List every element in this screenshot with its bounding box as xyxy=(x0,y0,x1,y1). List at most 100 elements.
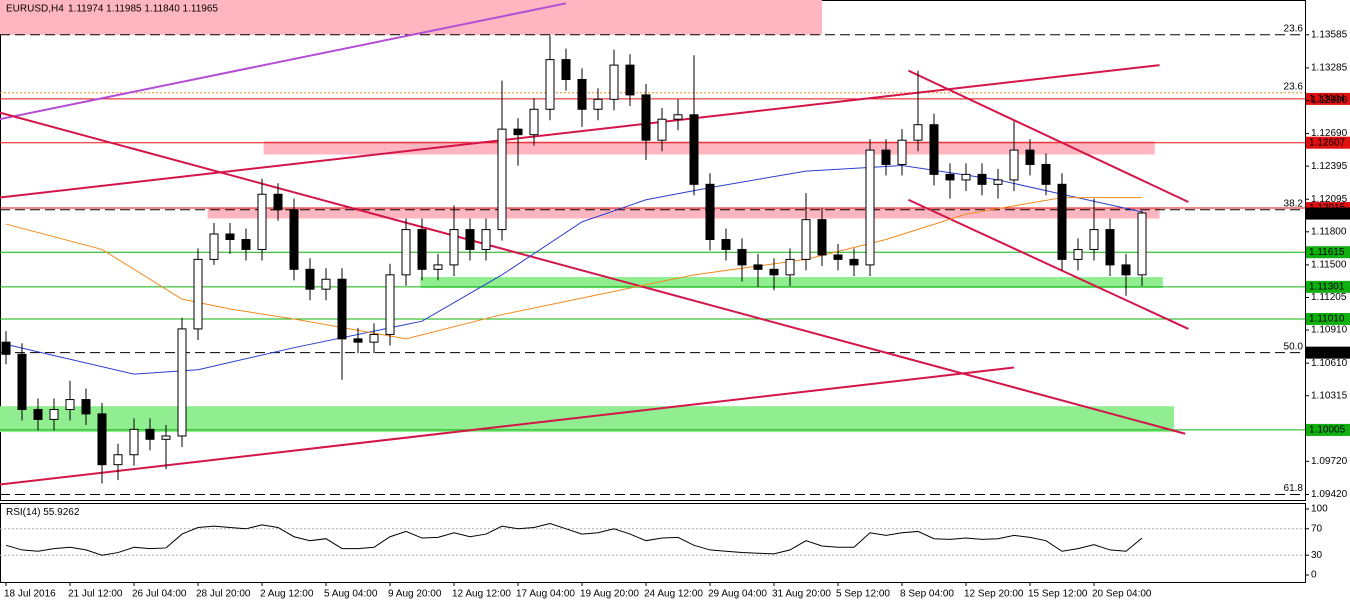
candle-body xyxy=(385,274,395,335)
x-tick-label: 17 Aug 04:00 xyxy=(516,589,575,600)
symbol: EURUSD,H4 xyxy=(6,4,64,15)
candle-body xyxy=(193,258,203,330)
rsi-name: RSI(14) xyxy=(6,507,40,518)
candle-body xyxy=(1089,229,1099,250)
candle-body xyxy=(657,118,667,141)
moving-average xyxy=(5,197,1142,340)
level-box xyxy=(1306,92,1350,105)
zone xyxy=(0,0,822,35)
x-tick-label: 24 Aug 12:00 xyxy=(644,589,703,600)
candle-body xyxy=(881,149,891,165)
candle-body xyxy=(81,399,91,415)
candle-body xyxy=(17,353,27,410)
candle-body xyxy=(1,341,11,355)
trend-line xyxy=(0,64,1160,199)
trend-line xyxy=(0,111,1186,435)
level-label: 1.12607 xyxy=(1309,137,1346,148)
x-tick-label: 18 Jul 2016 xyxy=(4,589,56,600)
level-label: 1.10005 xyxy=(1309,425,1346,436)
level-label: 1.11010 xyxy=(1309,314,1345,325)
fib-label: 23.6 xyxy=(1284,23,1304,34)
zone xyxy=(0,406,1174,433)
candle-body xyxy=(241,239,251,250)
x-tick-label: 21 Jul 12:00 xyxy=(68,589,123,600)
candle-body xyxy=(593,98,603,110)
candle-body xyxy=(865,149,875,266)
x-tick-label: 20 Sep 04:00 xyxy=(1092,589,1152,600)
candle-body xyxy=(1121,264,1131,276)
level-box xyxy=(1306,346,1350,359)
trend-line xyxy=(907,69,1189,203)
x-tick-label: 15 Sep 12:00 xyxy=(1028,589,1088,600)
candle-body xyxy=(257,193,267,250)
y-tick-label: 1.09420 xyxy=(1311,489,1348,500)
candle-body xyxy=(977,173,987,185)
candle-body xyxy=(673,114,683,120)
x-tick-label: 5 Aug 04:00 xyxy=(324,589,378,600)
candle-body xyxy=(433,264,443,270)
zone xyxy=(420,277,1163,289)
fib-label: 23.6 xyxy=(1284,81,1304,92)
rsi-tick-label: 30 xyxy=(1311,550,1323,561)
y-tick-label: 1.11800 xyxy=(1311,226,1347,237)
candle-body xyxy=(561,59,571,80)
candle-body xyxy=(625,64,635,96)
candle-body xyxy=(33,408,43,420)
candle-body xyxy=(913,124,923,141)
y-tick-label: 1.12395 xyxy=(1311,161,1348,172)
level-box xyxy=(1306,312,1350,325)
y-tick-label: 1.10910 xyxy=(1311,325,1348,336)
candle-body xyxy=(897,139,907,165)
candle-body xyxy=(705,183,715,241)
x-tick-label: 8 Sep 04:00 xyxy=(900,589,954,600)
candle-body xyxy=(529,108,539,136)
candle-body xyxy=(305,268,315,290)
x-tick-label: 12 Aug 12:00 xyxy=(452,589,511,600)
y-tick-label: 1.13585 xyxy=(1311,29,1348,40)
candle-body xyxy=(961,173,971,181)
y-tick-label: 1.11500 xyxy=(1311,260,1347,271)
rsi-tick-label: 100 xyxy=(1311,504,1328,515)
candle-body xyxy=(929,124,939,175)
x-tick-label: 5 Sep 12:00 xyxy=(836,589,890,600)
candle-body xyxy=(417,229,427,270)
candle-body xyxy=(401,229,411,276)
candle-body xyxy=(449,229,459,266)
x-tick-label: 9 Aug 20:00 xyxy=(388,589,442,600)
candle-body xyxy=(369,333,379,343)
candle-body xyxy=(1073,248,1083,260)
x-tick-label: 29 Aug 04:00 xyxy=(708,589,767,600)
level-box xyxy=(1306,207,1350,220)
rsi-last: 55.9262 xyxy=(43,507,80,518)
rsi-tick-label: 70 xyxy=(1311,523,1323,534)
candle-body xyxy=(129,428,139,456)
candle-body xyxy=(209,233,219,260)
candle-body xyxy=(465,229,475,250)
fib-label: 38.2 xyxy=(1284,198,1304,209)
candle-body xyxy=(161,435,171,440)
x-tick-label: 2 Aug 12:00 xyxy=(260,589,314,600)
level-box xyxy=(1306,246,1350,259)
x-tick-label: 28 Jul 20:00 xyxy=(196,589,251,600)
x-tick-label: 31 Aug 20:00 xyxy=(772,589,831,600)
y-tick-label: 1.10610 xyxy=(1311,358,1348,369)
candle-body xyxy=(945,173,955,181)
candle-body xyxy=(353,338,363,343)
candle-body xyxy=(609,64,619,100)
trend-line xyxy=(0,366,1015,486)
candle-body xyxy=(481,229,491,250)
level-label: 1.11301 xyxy=(1309,282,1345,293)
candle-body xyxy=(289,209,299,270)
zone xyxy=(207,207,1160,219)
trend-line xyxy=(0,2,567,121)
candle-body xyxy=(769,268,779,276)
rsi-tick-label: 0 xyxy=(1311,570,1317,581)
y-tick-label: 1.12095 xyxy=(1311,194,1348,205)
candle-body xyxy=(785,258,795,276)
candle-body xyxy=(513,128,523,136)
x-tick-label: 19 Aug 20:00 xyxy=(580,589,639,600)
candle-body xyxy=(801,219,811,260)
trend-line xyxy=(907,198,1189,330)
candle-body xyxy=(545,59,555,110)
fib-label: 61.8 xyxy=(1284,483,1304,494)
